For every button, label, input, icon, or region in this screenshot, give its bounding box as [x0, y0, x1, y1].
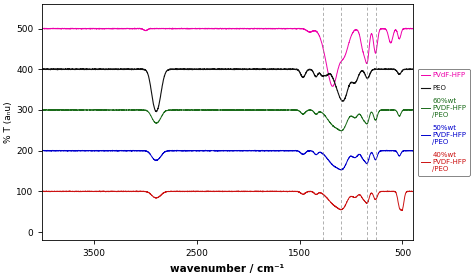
- 60%wt
PVDF-HFP
/PEO: [63, 108, 68, 112]
- 40%wt
PVDF-HFP
/PEO: [155, 196, 160, 199]
- 60%wt
PVDF-HFP
/PEO: [84, 109, 90, 112]
- 50%wt
PVDF-HFP
/PEO: [155, 158, 160, 162]
- 60%wt
PVDF-HFP
/PEO: [155, 121, 160, 124]
- 40%wt
PVDF-HFP
/PEO: [39, 190, 45, 193]
- PVdF-HFP: [330, 85, 336, 88]
- 60%wt
PVDF-HFP
/PEO: [338, 129, 344, 133]
- PVdF-HFP: [39, 27, 45, 30]
- 50%wt
PVDF-HFP
/PEO: [326, 158, 331, 162]
- 60%wt
PVDF-HFP
/PEO: [326, 118, 331, 122]
- Line: 50%wt
PVDF-HFP
/PEO: 50%wt PVDF-HFP /PEO: [42, 150, 413, 170]
- 40%wt
PVDF-HFP
/PEO: [63, 190, 68, 193]
- 50%wt
PVDF-HFP
/PEO: [63, 149, 68, 152]
- 60%wt
PVDF-HFP
/PEO: [83, 108, 89, 111]
- 40%wt
PVDF-HFP
/PEO: [241, 189, 246, 193]
- Y-axis label: % T (aₙu): % T (aₙu): [4, 101, 13, 143]
- Line: PEO: PEO: [42, 69, 413, 112]
- 50%wt
PVDF-HFP
/PEO: [84, 149, 90, 152]
- PEO: [154, 110, 159, 113]
- PVdF-HFP: [155, 27, 160, 30]
- 40%wt
PVDF-HFP
/PEO: [84, 190, 90, 193]
- 50%wt
PVDF-HFP
/PEO: [83, 149, 89, 153]
- PEO: [84, 68, 90, 71]
- PEO: [83, 68, 89, 71]
- 50%wt
PVDF-HFP
/PEO: [295, 149, 301, 153]
- 50%wt
PVDF-HFP
/PEO: [410, 149, 416, 153]
- 60%wt
PVDF-HFP
/PEO: [39, 108, 45, 111]
- 40%wt
PVDF-HFP
/PEO: [399, 209, 405, 212]
- 50%wt
PVDF-HFP
/PEO: [39, 149, 45, 152]
- Line: 60%wt
PVDF-HFP
/PEO: 60%wt PVDF-HFP /PEO: [42, 110, 413, 131]
- 40%wt
PVDF-HFP
/PEO: [295, 190, 301, 193]
- 50%wt
PVDF-HFP
/PEO: [110, 148, 116, 152]
- 60%wt
PVDF-HFP
/PEO: [410, 108, 416, 111]
- Legend: PVdF-HFP, PEO, 60%wt
PVDF-HFP
/PEO, 50%wt
PVDF-HFP
/PEO, 40%wt
PVDF-HFP
/PEO: PVdF-HFP, PEO, 60%wt PVDF-HFP /PEO, 50%w…: [418, 69, 470, 176]
- PVdF-HFP: [63, 27, 68, 30]
- 60%wt
PVDF-HFP
/PEO: [295, 109, 301, 112]
- PEO: [63, 68, 68, 71]
- Line: 40%wt
PVDF-HFP
/PEO: 40%wt PVDF-HFP /PEO: [42, 191, 413, 210]
- 40%wt
PVDF-HFP
/PEO: [326, 198, 331, 201]
- PVdF-HFP: [410, 27, 416, 30]
- PEO: [174, 67, 180, 71]
- PEO: [410, 67, 416, 71]
- PEO: [155, 108, 160, 111]
- PVdF-HFP: [84, 27, 90, 30]
- PEO: [326, 72, 331, 76]
- PEO: [295, 69, 301, 72]
- PVdF-HFP: [251, 26, 257, 30]
- PVdF-HFP: [326, 73, 331, 76]
- 40%wt
PVDF-HFP
/PEO: [83, 190, 89, 193]
- 40%wt
PVDF-HFP
/PEO: [410, 190, 416, 193]
- 50%wt
PVDF-HFP
/PEO: [338, 168, 344, 172]
- 60%wt
PVDF-HFP
/PEO: [406, 108, 412, 111]
- PVdF-HFP: [83, 27, 89, 30]
- X-axis label: wavenumber / cm⁻¹: wavenumber / cm⁻¹: [171, 264, 284, 274]
- PVdF-HFP: [295, 27, 301, 30]
- Line: PVdF-HFP: PVdF-HFP: [42, 28, 413, 86]
- PEO: [39, 68, 45, 71]
